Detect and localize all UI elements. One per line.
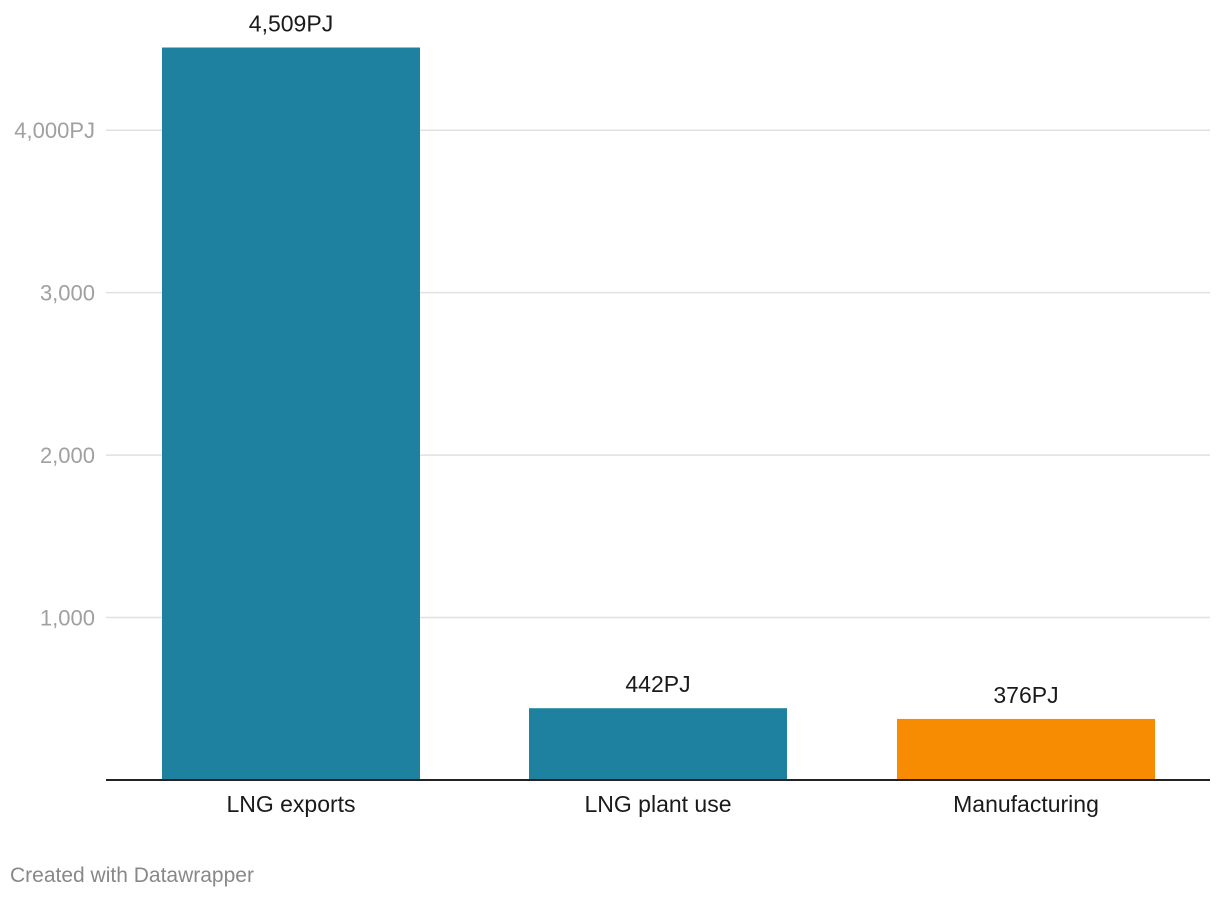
credit-line: Created with Datawrapper xyxy=(10,864,254,887)
x-axis-category-labels: LNG exports LNG plant use Manufacturing xyxy=(226,791,1098,817)
y-tick-label: 4,000PJ xyxy=(14,118,95,143)
value-label: 376PJ xyxy=(993,682,1058,708)
value-label: 4,509PJ xyxy=(249,11,333,37)
y-tick-label: 3,000 xyxy=(40,281,95,306)
y-tick-label: 1,000 xyxy=(40,606,95,631)
y-axis-tick-labels: 1,000 2,000 3,000 4,000PJ xyxy=(14,118,95,630)
value-labels: 4,509PJ 442PJ 376PJ xyxy=(249,11,1059,708)
category-label: Manufacturing xyxy=(953,791,1099,817)
y-tick-label: 2,000 xyxy=(40,443,95,468)
bars xyxy=(162,47,1155,781)
category-label: LNG exports xyxy=(226,791,355,817)
category-label: LNG plant use xyxy=(584,791,731,817)
bar-lng-plant-use xyxy=(529,708,787,780)
bar-manufacturing xyxy=(897,718,1155,780)
value-label: 442PJ xyxy=(625,671,690,697)
bar-lng-exports xyxy=(162,47,420,781)
